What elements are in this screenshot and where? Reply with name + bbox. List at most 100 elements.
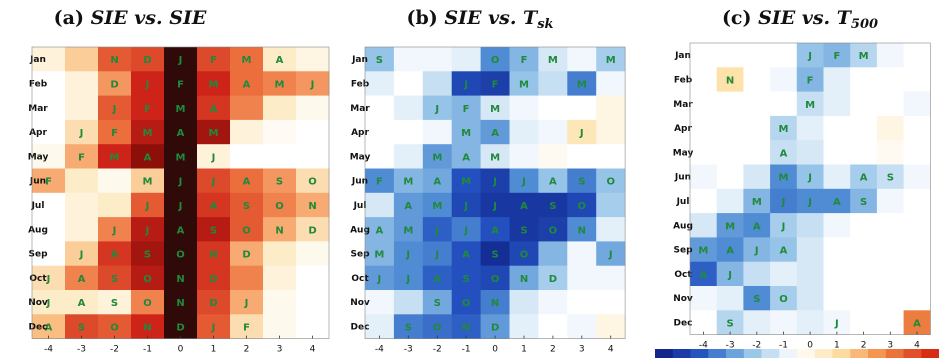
cell-month-label: J: [46, 298, 51, 309]
cell-month-label: O: [433, 322, 442, 333]
heatmap-cell: [596, 47, 626, 72]
heatmap-cell: [903, 140, 931, 165]
heatmap-cell: [451, 217, 481, 242]
x-tick-label: -3: [726, 341, 735, 351]
cell-month-label: N: [209, 250, 217, 261]
heatmap-cell: [690, 43, 718, 68]
heatmap-cell: [393, 217, 424, 242]
heatmap-cell: [263, 168, 297, 194]
heatmap-cell: [164, 192, 198, 218]
colorbar-swatch: [797, 349, 816, 358]
heatmap-cell: [850, 188, 878, 214]
cell-month-label: F: [111, 128, 118, 139]
heatmap-cell: [32, 314, 66, 339]
cell-month-label: A: [177, 128, 185, 139]
heatmap-cell: [296, 265, 330, 291]
cell-month-label: D: [176, 322, 184, 333]
heatmap-cell: [567, 95, 597, 121]
cell-month-label: J: [579, 128, 584, 139]
heatmap-cell: [567, 119, 597, 145]
heatmap-cell: [567, 168, 597, 194]
heatmap-cell: [393, 47, 424, 72]
heatmap-cell: [393, 314, 424, 339]
heatmap-cell: [365, 47, 395, 72]
heatmap-cell: [263, 314, 297, 339]
heatmap-cell: [365, 290, 395, 315]
heatmap-cell: [823, 213, 851, 238]
heatmap-cell: [690, 115, 718, 141]
colorbar-swatch: [726, 349, 745, 358]
heatmap-panel-b: (b) SIE vs. Tsk S O F M M J F M M J F M M A J M A M F M A M J J A…: [350, 7, 626, 355]
y-tick-label: May: [28, 152, 49, 162]
x-tick-label: 0: [492, 345, 498, 355]
heatmap-cell: [716, 213, 744, 238]
cell-month-label: A: [45, 322, 53, 333]
heatmap-cell: [876, 261, 904, 287]
heatmap-cell: [480, 95, 510, 121]
heatmap-cell: [393, 192, 424, 218]
heatmap-cell: [65, 47, 99, 72]
heatmap-cell: [538, 265, 568, 291]
x-tick-label: 3: [277, 345, 283, 355]
y-tick-label: May: [673, 148, 694, 158]
heatmap-cell: [451, 95, 481, 121]
heatmap-cell: [876, 237, 904, 263]
y-tick-label: Oct: [29, 274, 47, 284]
heatmap-cell: [230, 119, 264, 145]
heatmap-cell: [131, 314, 165, 339]
heatmap-cell: [98, 290, 132, 315]
heatmap-cell: [164, 47, 198, 72]
x-tick-label: 2: [244, 345, 250, 355]
heatmap-cell: [567, 144, 597, 169]
y-tick-label: Jan: [351, 55, 368, 65]
heatmap-cell: [716, 188, 744, 214]
heatmap-cell: [197, 168, 231, 194]
heatmap-cell: [393, 71, 424, 96]
heatmap-cell: [850, 261, 878, 287]
heatmap-cell: [596, 192, 626, 218]
heatmap-cell: [850, 91, 878, 117]
heatmap-cell: [98, 168, 132, 194]
heatmap-cell: [538, 314, 568, 339]
cell-month-label: A: [700, 270, 708, 281]
heatmap-cell: [131, 95, 165, 121]
heatmap-cell: [876, 310, 904, 335]
heatmap-panel-a: (a) SIE vs. SIE N D J F M A D J F M A M J J F M A J F M A M F M A…: [28, 7, 330, 355]
cell-month-label: J: [377, 274, 382, 285]
heatmap-cell: [164, 71, 198, 96]
heatmap-cell: [197, 119, 231, 145]
heatmap-cell: [451, 47, 481, 72]
heatmap-cell: [743, 164, 771, 190]
cell-month-label: M: [374, 250, 384, 261]
y-tick-label: Feb: [29, 80, 48, 90]
panel-title: (c) SIE vs. T500: [722, 7, 878, 32]
heatmap-cell: [850, 237, 878, 263]
cell-month-label: D: [209, 274, 217, 285]
y-tick-label: Oct: [674, 270, 692, 280]
heatmap-cell: [393, 265, 424, 291]
heatmap-cell: [422, 265, 453, 291]
y-tick-label: Jul: [676, 197, 690, 207]
cell-month-label: J: [754, 246, 759, 257]
heatmap-cell: [796, 261, 824, 287]
heatmap-cell: [823, 67, 851, 92]
heatmap-cell: [451, 119, 481, 145]
heatmap-cell: [743, 91, 771, 117]
heatmap-cell: [164, 265, 198, 291]
heatmap-cell: [365, 71, 395, 96]
heatmap-cell: [596, 71, 626, 96]
heatmap-cell: [365, 217, 395, 242]
heatmap-cell: [770, 188, 798, 214]
heatmap-cell: [263, 95, 297, 121]
panel-title-main: SIE vs. T: [758, 7, 853, 29]
cell-month-label: F: [492, 80, 499, 91]
y-tick-label: Nov: [350, 298, 370, 308]
cell-month-label: O: [491, 274, 500, 285]
heatmap-cell: [263, 47, 297, 72]
heatmap-cell: [796, 286, 824, 311]
heatmap-cell: [451, 314, 481, 339]
heatmap-cell: [32, 290, 66, 315]
heatmap-cell: [509, 192, 539, 218]
heatmap-cell: [131, 241, 165, 267]
